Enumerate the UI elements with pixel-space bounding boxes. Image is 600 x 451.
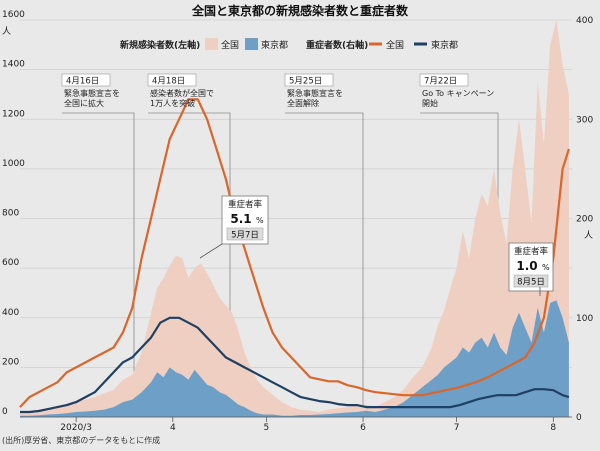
area-series: [20, 20, 569, 417]
annotation-date: 5月25日: [289, 77, 322, 87]
annotation-date: 4月16日: [66, 77, 99, 87]
right-tick-label: 100: [576, 314, 593, 324]
left-tick-label: 1600: [2, 10, 25, 20]
annotation-guide: [285, 112, 364, 417]
chart-title: 全国と東京都の新規感染者数と重症者数: [191, 3, 409, 18]
legend-label-national-severe: 全国: [386, 39, 404, 51]
annotation-text: 緊急事態宣言を: [64, 88, 120, 98]
left-tick-label: 200: [2, 357, 19, 367]
rate-callout: 重症者率 1.0 % 8月5日: [508, 242, 554, 296]
annotation-text: 緊急事態宣言を: [287, 88, 343, 98]
annotation-date-box: [419, 73, 469, 87]
callout-date-box: [513, 274, 549, 288]
callout-unit: %: [256, 216, 264, 225]
annotation-text: 開始: [422, 98, 438, 108]
x-tick-label: 2020/3: [60, 423, 92, 433]
annotation-text: 全国に拡大: [64, 98, 104, 108]
event-annotations: 4月16日緊急事態宣言を全国に拡大4月18日感染者数が全国で1万人を突破5月25…: [61, 73, 494, 108]
right-tick-label: 0: [576, 413, 582, 423]
left-tick-label: 400: [2, 308, 19, 318]
x-tick-label: 8: [550, 423, 556, 433]
callout-pointer: [199, 243, 223, 259]
right-tick-label: 300: [576, 115, 593, 125]
annotation-date-box: [284, 73, 334, 87]
x-tick-label: 6: [360, 423, 366, 433]
annotation-text: 全面解除: [287, 98, 319, 108]
callout-date-box: [226, 227, 264, 241]
left-tick-label: 800: [2, 209, 19, 219]
right-tick-label: 200: [576, 215, 593, 225]
source-note: (出所)厚労省、東京都のデータをもとに作成: [2, 435, 160, 445]
callout-date: 5月7日: [231, 231, 259, 241]
callout-value: 5.1: [230, 212, 251, 226]
legend-label-tokyo-cases: 東京都: [261, 39, 288, 51]
left-tick-label: 1200: [2, 109, 25, 119]
right-axis: 0 100 200 300 400: [576, 16, 593, 423]
line-series: [19, 98, 570, 414]
annotation-text: 1万人を突破: [150, 98, 195, 108]
tokyo-cases-area: [20, 300, 569, 417]
annotation-date-box: [147, 73, 197, 87]
tokyo-severe-line: [20, 316, 570, 414]
callout-date: 8月5日: [517, 278, 545, 288]
callout-title: 重症者率: [228, 199, 263, 210]
annotation-text: Go To キャンペーン: [422, 89, 494, 98]
annotation-date-box: [61, 73, 111, 87]
legend-swatch-national-cases: [205, 38, 218, 50]
left-tick-label: 0: [2, 407, 8, 417]
annotation-date: 4月18日: [152, 77, 185, 87]
annotation-date: 7月22日: [424, 77, 457, 87]
callout-title: 重症者率: [514, 246, 549, 257]
x-tick-label: 7: [454, 423, 460, 433]
left-tick-label: 1000: [2, 159, 25, 169]
annotation-text: 感染者数が全国で: [150, 88, 214, 98]
x-axis: 2020/3 4 5 6 7 8: [20, 416, 572, 433]
national-severe-line: [19, 98, 570, 408]
x-tick-label: 5: [264, 423, 270, 433]
legend-cases-heading: 新規感染者数(左軸): [120, 39, 200, 51]
legend-swatch-tokyo-cases: [245, 38, 258, 50]
left-tick-label: 1400: [2, 60, 25, 70]
left-axis: 0 200 400 600 800 1000 1200 1400 1600: [2, 10, 25, 417]
callout-value: 1.0: [516, 259, 537, 273]
legend-label-tokyo-severe: 東京都: [431, 39, 458, 51]
rate-callout: 重症者率 5.1 % 5月7日: [199, 195, 269, 259]
legend-label-national-cases: 全国: [221, 39, 239, 51]
legend: 新規感染者数(左軸) 全国 東京都 重症者数(右軸) 全国 東京都: [120, 38, 458, 51]
legend-severe-heading: 重症者数(右軸): [306, 39, 368, 51]
callout-unit: %: [542, 263, 550, 272]
right-axis-unit: 人: [584, 230, 593, 241]
right-tick-label: 400: [576, 16, 593, 26]
left-axis-unit: 人: [2, 26, 11, 37]
x-tick-label: 4: [170, 423, 176, 433]
annotation-guide: [62, 112, 135, 417]
left-tick-label: 600: [2, 258, 19, 268]
national-cases-area: [20, 20, 569, 417]
